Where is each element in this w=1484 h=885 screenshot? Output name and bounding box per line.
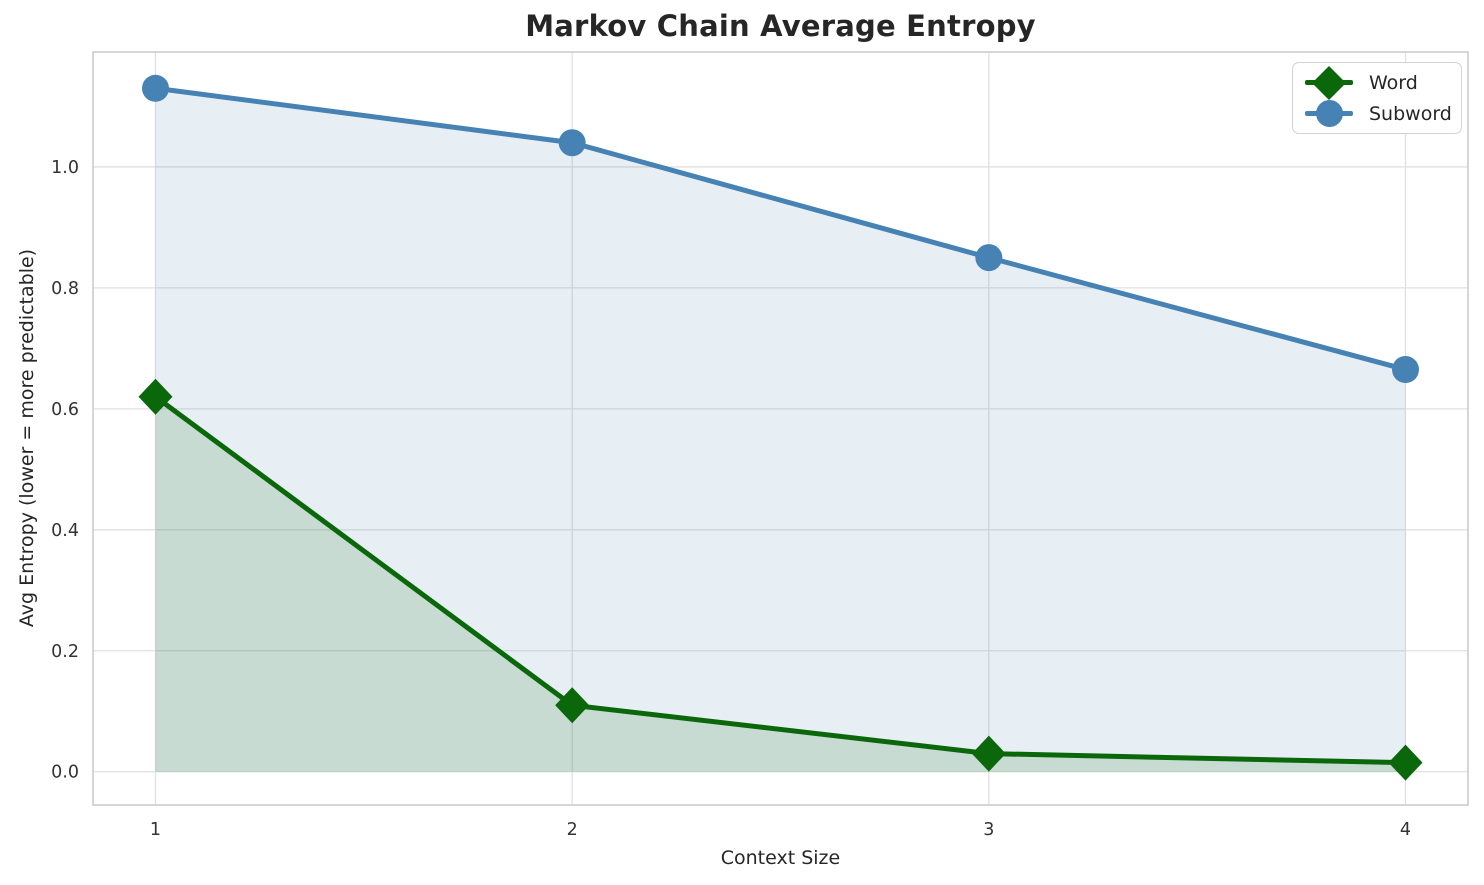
line-subword bbox=[155, 85, 1407, 372]
marker-word-3 bbox=[971, 735, 1006, 772]
x-tick-label-3: 4 bbox=[1400, 820, 1411, 840]
chart-title: Markov Chain Average Entropy bbox=[525, 9, 1036, 43]
legend-item-subword: Subword bbox=[1293, 98, 1461, 129]
marker-subword-3 bbox=[975, 244, 1003, 272]
y-tick-label-2: 0.4 bbox=[51, 521, 79, 541]
legend-label-word: Word bbox=[1369, 71, 1418, 94]
marker-subword-2 bbox=[558, 129, 586, 157]
y-tick-label-3: 0.6 bbox=[51, 400, 79, 420]
legend-item-word: Word bbox=[1293, 65, 1461, 100]
x-axis-label: Context Size bbox=[720, 847, 841, 869]
y-tick-label-1: 0.2 bbox=[51, 642, 79, 662]
word-marker-sample bbox=[1305, 65, 1353, 100]
marker-word-4 bbox=[1388, 744, 1423, 781]
marker-word-2 bbox=[555, 687, 590, 724]
marker-subword-1 bbox=[142, 74, 169, 102]
y-tick-label-4: 0.8 bbox=[51, 279, 79, 299]
y-axis-label: Avg Entropy (lower = more predictable) bbox=[16, 248, 38, 628]
x-tick-label-2: 3 bbox=[983, 820, 994, 840]
marker-word-1 bbox=[138, 378, 173, 415]
marker-subword-4 bbox=[1392, 356, 1419, 384]
line-word bbox=[154, 394, 1406, 766]
circle-icon bbox=[1315, 100, 1343, 127]
legend-label-subword: Subword bbox=[1369, 102, 1452, 125]
x-tick-label-0: 1 bbox=[150, 820, 161, 840]
subword-marker-sample bbox=[1305, 98, 1353, 129]
diamond-icon bbox=[1312, 65, 1346, 100]
area-fill-word bbox=[155, 396, 1406, 772]
y-tick-label-0: 0.0 bbox=[51, 763, 79, 783]
legend: Word Subword bbox=[1292, 62, 1462, 134]
area-fill-subword bbox=[155, 88, 1406, 772]
y-tick-label-5: 1.0 bbox=[51, 158, 79, 178]
x-tick-label-1: 2 bbox=[567, 820, 578, 840]
axes-border bbox=[92, 51, 1469, 806]
